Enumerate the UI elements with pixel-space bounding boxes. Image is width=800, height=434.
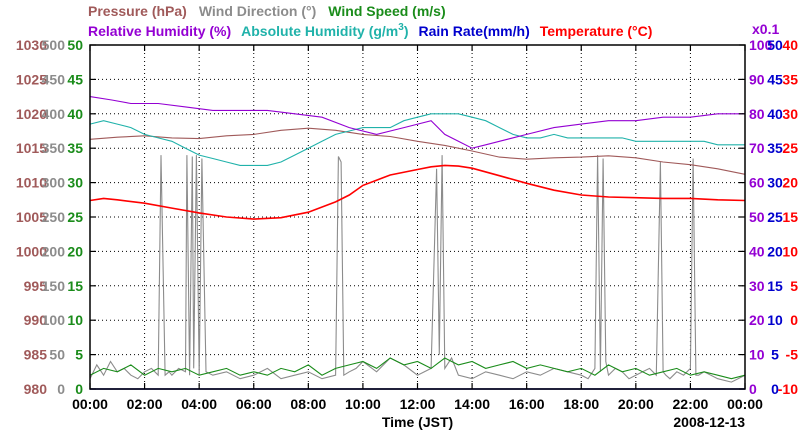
y-tick-label-wind_dir: 400: [42, 106, 66, 122]
y-tick-label-wind_speed: 50: [67, 37, 83, 53]
y-tick-label-rain_rate: 0: [771, 381, 779, 397]
y-tick-label-wind_dir: 100: [42, 312, 66, 328]
legend-entry: Absolute Humidity (g/m3): [241, 22, 408, 39]
series-line-pressure-hpa: [89, 127, 746, 175]
y-tick-label-pressure: 985: [24, 347, 48, 363]
x-tick-label: 10:00: [345, 396, 381, 412]
y-tick-label-humidity: 40: [749, 243, 765, 259]
x-tick-label: 00:00: [72, 396, 108, 412]
y-tick-label-rain_rate: 35: [767, 140, 783, 156]
series-line-temperature-c: [89, 164, 746, 220]
y-tick-label-pressure: 1010: [16, 175, 47, 191]
y-tick-label-temperature: 35: [782, 71, 798, 87]
y-tick-label-wind_speed: 10: [67, 312, 83, 328]
series-line-relative-humidity: [89, 96, 745, 149]
y-tick-label-pressure: 1030: [16, 37, 47, 53]
y-tick-label-humidity: 70: [749, 140, 765, 156]
y-tick-label-humidity: 90: [749, 71, 765, 87]
y-tick-label-rain_rate: 5: [771, 347, 779, 363]
y-tick-label-rain_rate: 50: [767, 37, 783, 53]
x-tick-label: 14:00: [454, 396, 490, 412]
y-tick-label-temperature: 0: [790, 312, 798, 328]
y-tick-label-humidity: 60: [749, 175, 765, 191]
y-tick-label-wind_dir: 450: [42, 71, 66, 87]
y-tick-label-rain_rate: 30: [767, 175, 783, 191]
y-tick-label-humidity: 10: [749, 347, 765, 363]
y-tick-label-wind_speed: 15: [67, 278, 83, 294]
y-tick-label-humidity: 100: [749, 37, 773, 53]
y-tick-label-rain_rate: 10: [767, 312, 783, 328]
y-tick-label-rain_rate: 45: [767, 71, 783, 87]
y-tick-label-pressure: 1025: [16, 71, 47, 87]
y-tick-label-pressure: 1015: [16, 140, 47, 156]
legend-entry: Pressure (hPa): [88, 3, 187, 19]
y-tick-label-wind_dir: 300: [42, 175, 66, 191]
y-tick-label-temperature: -10: [778, 381, 798, 397]
legend-entry: Wind Direction (°): [199, 3, 316, 19]
y-tick-label-wind_dir: 50: [49, 347, 65, 363]
y-tick-label-wind_dir: 350: [42, 140, 66, 156]
legend-scale-note: x0.1: [752, 21, 779, 37]
y-tick-label-temperature: 25: [782, 140, 798, 156]
y-tick-label-wind_dir: 0: [57, 381, 65, 397]
date-label: 2008-12-13: [673, 414, 745, 430]
y-tick-label-temperature: 10: [782, 243, 798, 259]
legend-entry: Wind Speed (m/s): [328, 3, 445, 19]
series-line-wind-speed-m-s: [89, 357, 746, 380]
y-tick-label-wind_dir: 200: [42, 243, 66, 259]
x-tick-label: 02:00: [127, 396, 163, 412]
x-tick-label: 00:00: [727, 396, 763, 412]
y-tick-label-humidity: 30: [749, 278, 765, 294]
y-tick-label-wind_dir: 150: [42, 278, 66, 294]
y-tick-label-temperature: 40: [782, 37, 798, 53]
y-tick-label-humidity: 50: [749, 209, 765, 225]
y-tick-label-rain_rate: 15: [767, 278, 783, 294]
x-tick-label: 16:00: [509, 396, 545, 412]
y-tick-label-humidity: 0: [749, 381, 757, 397]
y-tick-label-temperature: -5: [786, 347, 799, 363]
y-tick-label-wind_speed: 30: [67, 175, 83, 191]
x-tick-label: 12:00: [400, 396, 436, 412]
x-axis-label: Time (JST): [382, 414, 453, 430]
y-tick-label-pressure: 990: [24, 312, 48, 328]
y-tick-label-wind_speed: 40: [67, 106, 83, 122]
y-tick-label-wind_speed: 45: [67, 71, 83, 87]
x-tick-label: 18:00: [563, 396, 599, 412]
legend-entry: Relative Humidity (%): [88, 23, 231, 39]
x-tick-label: 08:00: [290, 396, 326, 412]
y-tick-label-wind_dir: 500: [42, 37, 66, 53]
legend-entry: Rain Rate(mm/h): [419, 23, 530, 39]
x-tick-label: 20:00: [618, 396, 654, 412]
y-tick-label-temperature: 30: [782, 106, 798, 122]
y-tick-label-temperature: 15: [782, 209, 798, 225]
y-tick-label-rain_rate: 20: [767, 243, 783, 259]
legend-entry: Temperature (°C): [540, 23, 653, 39]
y-tick-label-temperature: 5: [790, 278, 798, 294]
y-tick-label-humidity: 20: [749, 312, 765, 328]
y-tick-label-pressure: 1000: [16, 243, 47, 259]
y-tick-label-wind_speed: 5: [75, 347, 83, 363]
y-tick-label-wind_speed: 25: [67, 209, 83, 225]
y-tick-label-wind_speed: 0: [75, 381, 83, 397]
y-tick-label-pressure: 995: [24, 278, 48, 294]
y-tick-label-pressure: 1020: [16, 106, 47, 122]
series-line-absolute-humidity-g-m3: [89, 113, 745, 166]
y-tick-label-wind_dir: 250: [42, 209, 66, 225]
y-tick-label-wind_speed: 20: [67, 243, 83, 259]
y-tick-label-temperature: 20: [782, 175, 798, 191]
y-tick-label-pressure: 1005: [16, 209, 47, 225]
y-tick-label-humidity: 80: [749, 106, 765, 122]
y-tick-label-rain_rate: 40: [767, 106, 783, 122]
y-tick-label-rain_rate: 25: [767, 209, 783, 225]
x-tick-label: 22:00: [673, 396, 709, 412]
x-tick-label: 04:00: [181, 396, 217, 412]
y-tick-label-wind_speed: 35: [67, 140, 83, 156]
y-tick-label-pressure: 980: [24, 381, 48, 397]
x-tick-label: 06:00: [236, 396, 272, 412]
